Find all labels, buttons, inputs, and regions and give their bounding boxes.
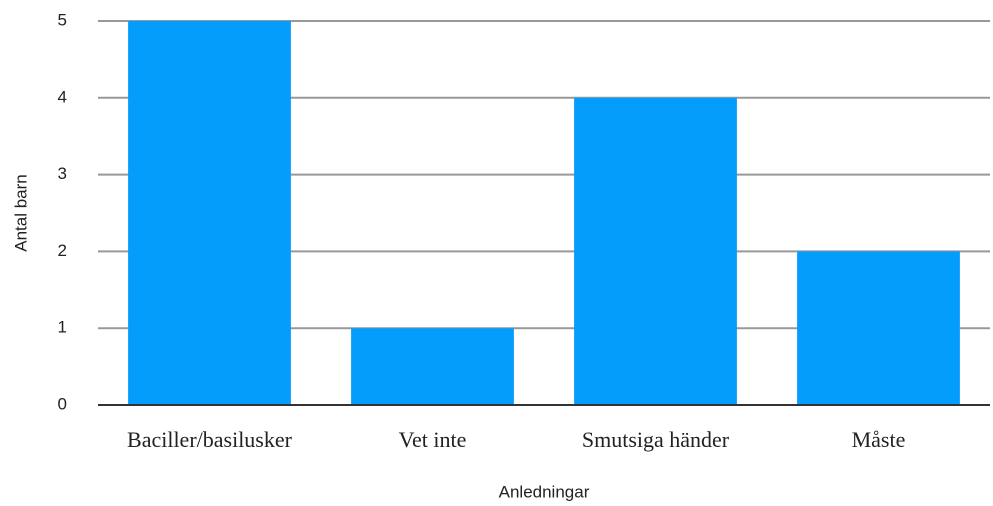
bar	[574, 97, 737, 406]
x-tick-label: Smutsiga händer	[582, 427, 730, 452]
bar	[128, 21, 291, 405]
y-tick-label: 4	[58, 87, 67, 106]
x-tick-label: Måste	[852, 427, 906, 452]
bar	[797, 251, 960, 405]
y-axis-title: Antal barn	[11, 174, 30, 252]
y-tick-label: 3	[58, 164, 67, 183]
x-tick-label: Baciller/basilusker	[127, 427, 293, 452]
y-tick-label: 1	[58, 318, 67, 337]
y-tick-label: 0	[58, 394, 67, 413]
bar	[351, 328, 514, 405]
x-axis-title: Anledningar	[499, 482, 590, 501]
y-tick-label: 2	[58, 241, 67, 260]
y-tick-label: 5	[58, 10, 67, 29]
x-tick-label: Vet inte	[399, 427, 467, 452]
